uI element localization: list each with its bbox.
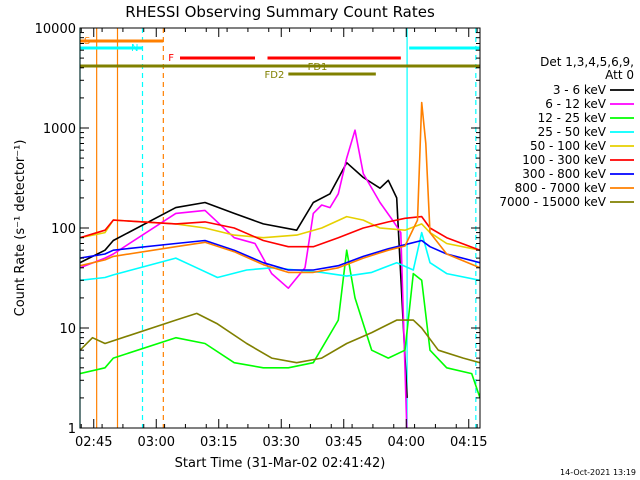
legend-entry-label: 6 - 12 keV [545,97,607,111]
series-line [80,239,480,271]
y-tick-label: 100 [51,222,76,237]
legend-header: Det 1,3,4,5,6,9, [540,55,634,69]
series-layer [80,101,480,428]
series-line [80,161,408,398]
annotations-layer: S N F FD1 FD2 [79,28,480,428]
legend-entry-label: 25 - 50 keV [538,125,607,139]
plot-area: S N F FD1 FD2 1 10 100 1000 10000 02:45 03:00 03:1… [35,22,488,450]
status-bar-label: S [84,36,90,47]
legend-header: Att 0 [605,68,634,82]
x-tick-label: 04:00 [388,435,425,450]
x-tick-label: 03:00 [138,435,175,450]
series-line [80,312,480,364]
y-tick-label: 10000 [35,22,76,37]
x-tick-label: 03:45 [325,435,362,450]
x-tick-label: 03:30 [263,435,300,450]
x-tick-label: 02:45 [75,435,112,450]
y-axis: 1 10 100 1000 10000 [35,22,480,437]
series-line [80,249,480,399]
x-axis: 02:45 03:00 03:15 03:30 03:45 04:00 04:15 [75,28,487,450]
status-bar-label: N [131,43,138,54]
legend-entry-label: 7000 - 15000 keV [499,195,606,209]
series-line [80,215,480,251]
x-tick-label: 03:15 [200,435,237,450]
x-tick-label: 04:15 [450,435,487,450]
y-tick-label: 1000 [43,122,76,137]
status-bar-label: FD2 [265,70,285,81]
status-bar-label: FD1 [308,62,328,73]
status-bar-label: F [168,53,174,64]
series-line [80,231,480,282]
series-line [80,129,408,428]
legend-entry-label: 300 - 800 keV [522,167,606,181]
y-axis-label: Count Rate (s⁻¹ detector⁻¹) [13,140,28,317]
y-tick-label: 1 [68,422,76,437]
legend-entry-label: 100 - 300 keV [522,153,606,167]
x-axis-label: Start Time (31-Mar-02 02:41:42) [175,456,386,471]
legend-entry-label: 12 - 25 keV [538,111,607,125]
chart-title: RHESSI Observing Summary Count Rates [125,3,435,21]
y-tick-label: 10 [59,322,76,337]
footer-timestamp: 14-Oct-2021 13:19 [560,468,636,477]
legend-entry-label: 3 - 6 keV [553,83,607,97]
series-line [80,101,480,274]
legend-entry-label: 800 - 7000 keV [515,181,607,195]
legend-entry-label: 50 - 100 keV [530,139,607,153]
